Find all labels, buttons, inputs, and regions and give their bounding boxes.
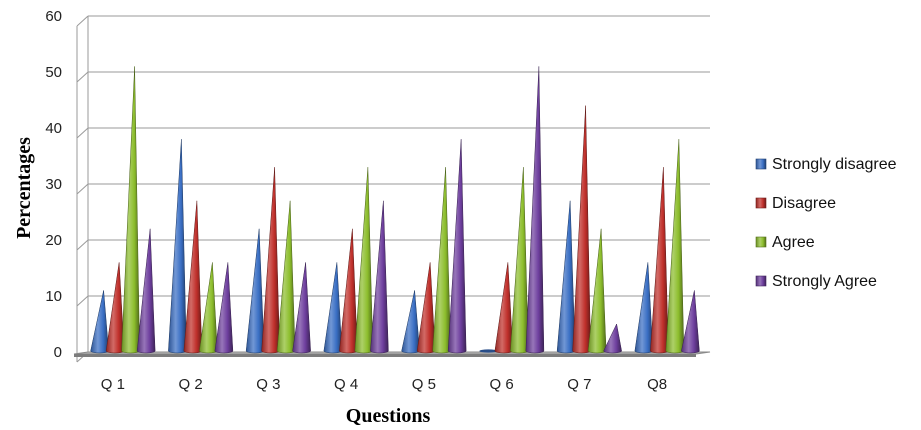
cone-1-4 bbox=[416, 262, 436, 354]
y-tick-label: 0 bbox=[54, 344, 62, 361]
y-tick-label: 20 bbox=[45, 232, 62, 249]
x-axis-title: Questions bbox=[346, 405, 431, 427]
cone-3-2 bbox=[292, 262, 311, 354]
y-tick-label: 60 bbox=[45, 8, 62, 25]
cone-1-2 bbox=[261, 167, 280, 354]
cone-0-4 bbox=[401, 290, 420, 354]
x-tick-label: Q 7 bbox=[567, 376, 591, 393]
x-tick-labels: Q 1 Q 2 Q 3 Q 4 Q 5 Q 6 Q 7 Q8 bbox=[101, 376, 667, 393]
legend-swatch bbox=[755, 236, 767, 248]
y-tick-label: 30 bbox=[45, 176, 62, 193]
cone-1-0 bbox=[105, 262, 125, 354]
legend-swatch bbox=[755, 197, 767, 209]
cone-2-6 bbox=[587, 228, 607, 354]
cone-1-5 bbox=[494, 262, 514, 354]
gridline-side bbox=[76, 183, 89, 195]
cone-3-5 bbox=[525, 66, 545, 354]
cone-0-6 bbox=[556, 200, 576, 354]
gridline-side bbox=[76, 15, 89, 27]
floor-edge bbox=[74, 354, 696, 357]
legend: Strongly disagree Disagree Agree Strongly A… bbox=[755, 156, 897, 290]
y-tick-labels: 0 10 20 30 40 50 60 bbox=[45, 8, 62, 361]
y-tick-label: 50 bbox=[45, 64, 62, 81]
cone-3-7 bbox=[681, 290, 700, 354]
data-cones bbox=[90, 66, 700, 354]
legend-swatch bbox=[755, 158, 767, 170]
cone-0-2 bbox=[245, 228, 265, 354]
gridline-side bbox=[76, 71, 89, 83]
cone-0-1 bbox=[168, 139, 187, 354]
y-tick-label: 40 bbox=[45, 120, 62, 137]
cone-3-4 bbox=[447, 139, 467, 354]
cone-2-4 bbox=[432, 167, 451, 354]
x-tick-label: Q 3 bbox=[256, 376, 280, 393]
cone-2-0 bbox=[121, 66, 140, 354]
cone-2-3 bbox=[354, 167, 374, 354]
cone-2-5 bbox=[510, 167, 529, 354]
cone-3-6 bbox=[603, 323, 622, 354]
legend-label: Agree bbox=[772, 234, 815, 251]
gridline-side bbox=[76, 295, 89, 307]
cone-1-3 bbox=[339, 228, 358, 354]
x-tick-label: Q 5 bbox=[412, 376, 436, 393]
cone-3-3 bbox=[370, 200, 389, 354]
x-tick-label: Q 2 bbox=[179, 376, 203, 393]
cone-0-3 bbox=[323, 262, 343, 354]
cone-2-2 bbox=[276, 200, 296, 354]
gridline-side bbox=[76, 239, 89, 251]
cone-1-6 bbox=[572, 105, 591, 354]
x-tick-label: Q 4 bbox=[334, 376, 358, 393]
cone-0-5 bbox=[479, 349, 498, 353]
legend-label: Strongly Agree bbox=[772, 273, 877, 290]
legend-label: Disagree bbox=[772, 195, 836, 212]
y-tick-label: 10 bbox=[45, 288, 62, 305]
cone-2-1 bbox=[199, 262, 218, 354]
cone-2-7 bbox=[665, 139, 685, 354]
legend-swatch bbox=[755, 275, 767, 287]
chart-floor bbox=[73, 351, 711, 357]
cone-3-1 bbox=[214, 262, 234, 354]
cone-1-7 bbox=[650, 167, 669, 354]
cone-0-0 bbox=[90, 290, 109, 354]
x-tick-label: Q8 bbox=[647, 376, 667, 393]
gridline-side bbox=[76, 127, 89, 139]
y-axis-title: Percentages bbox=[13, 137, 35, 239]
cone-0-7 bbox=[634, 262, 654, 354]
cone-1-1 bbox=[183, 200, 203, 354]
cone-3-0 bbox=[136, 228, 156, 354]
x-tick-label: Q 1 bbox=[101, 376, 125, 393]
x-tick-label: Q 6 bbox=[490, 376, 514, 393]
legend-label: Strongly disagree bbox=[772, 156, 897, 173]
